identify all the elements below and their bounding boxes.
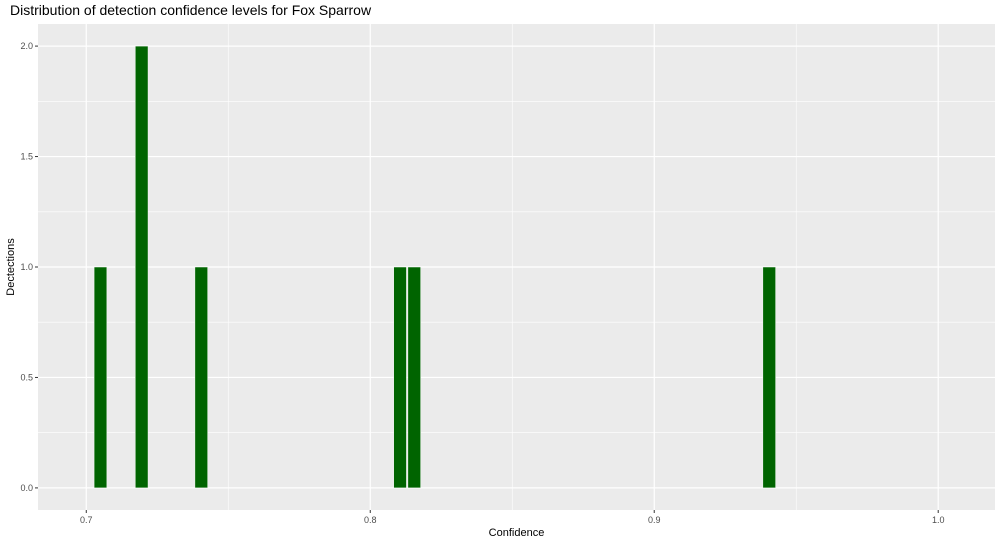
histogram-bar — [762, 266, 776, 489]
histogram-bar — [393, 266, 407, 489]
x-tick-label: 1.0 — [932, 515, 945, 525]
y-tick-label: 1.5 — [20, 152, 33, 162]
y-axis: 0.0 0.5 1.0 1.5 2.0 — [20, 41, 38, 493]
histogram-bar — [135, 45, 149, 489]
x-axis: 0.7 0.8 0.9 1.0 — [80, 510, 944, 525]
y-tick-label: 1.0 — [20, 262, 33, 272]
x-tick-label: 0.9 — [648, 515, 661, 525]
y-tick-label: 0.5 — [20, 372, 33, 382]
x-tick-label: 0.8 — [364, 515, 377, 525]
histogram-bar — [93, 266, 108, 489]
histogram-bar — [194, 266, 208, 489]
chart-title: Distribution of detection confidence lev… — [10, 2, 372, 18]
x-tick-label: 0.7 — [80, 515, 93, 525]
bars — [93, 45, 776, 489]
histogram-bar — [407, 266, 421, 489]
y-tick-label: 0.0 — [20, 483, 33, 493]
x-axis-title: Confidence — [489, 527, 545, 539]
y-tick-label: 2.0 — [20, 41, 33, 51]
y-axis-title: Dectections — [5, 238, 17, 296]
